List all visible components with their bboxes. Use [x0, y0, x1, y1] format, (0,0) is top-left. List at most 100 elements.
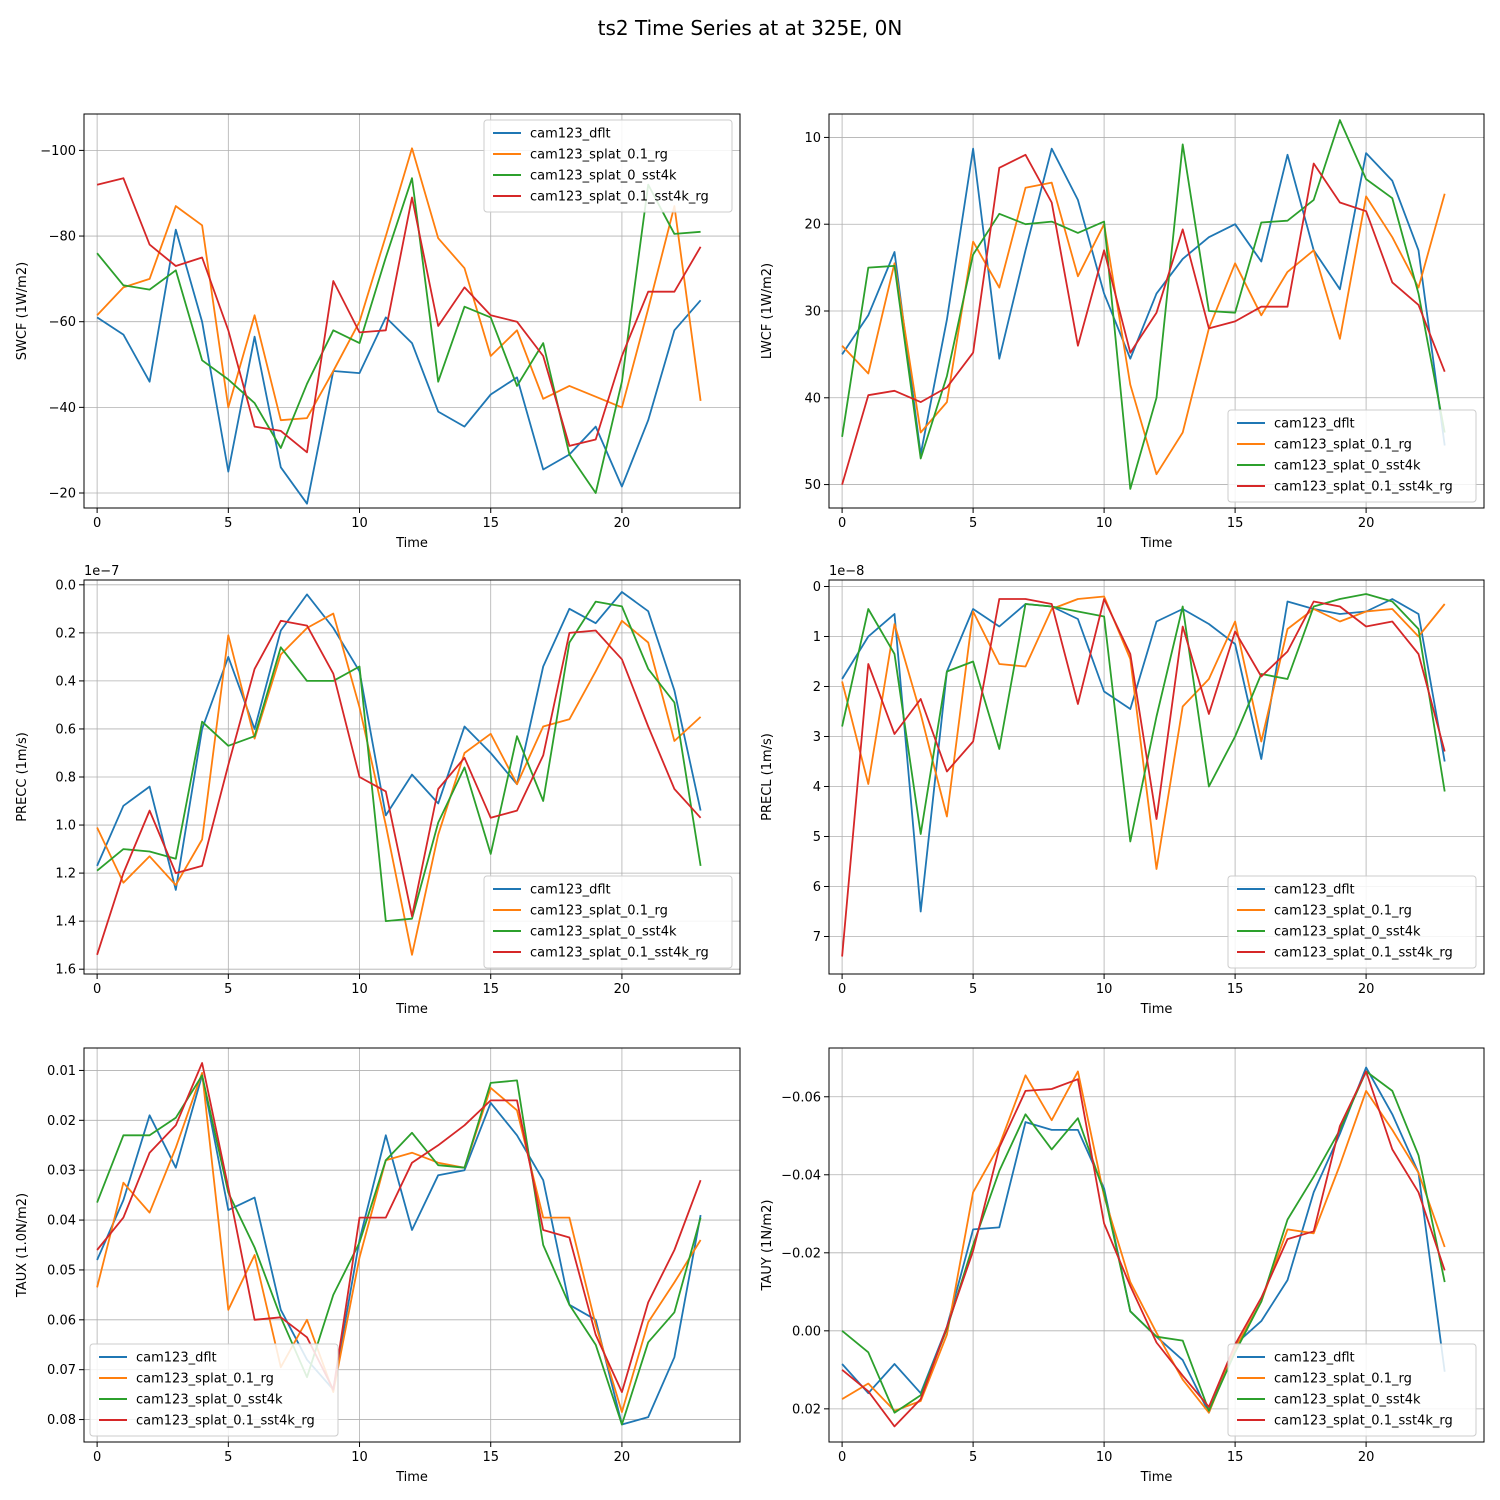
- legend-entry: cam123_splat_0_sst4k: [1274, 459, 1421, 474]
- x-tick-label: 5: [224, 516, 232, 531]
- subplot-1: 0 5 10 15 20 −100 −80 −60 −40 −20 Time SWCF (1W/m2)…: [15, 113, 741, 551]
- axis-multiplier: 1e−8: [829, 564, 864, 579]
- x-tick-label: 5: [224, 982, 232, 997]
- y-tick-label: 0.02: [47, 1114, 76, 1129]
- x-tick-label: 10: [351, 1450, 368, 1465]
- y-tick-label: −100: [40, 144, 76, 159]
- series-line-4: [96, 177, 702, 454]
- x-tick-label: 20: [614, 982, 631, 997]
- x-tick-label: 20: [614, 516, 631, 531]
- x-tick-label: 0: [93, 982, 101, 997]
- x-tick-label: 0: [838, 516, 846, 531]
- y-tick-label: 0.6: [55, 722, 76, 737]
- y-tick-label: 30: [804, 305, 821, 320]
- y-tick-label: 5: [813, 830, 821, 845]
- y-tick-label: −20: [49, 487, 76, 502]
- legend: cam123_dflt cam123_splat_0.1_rg cam123_spl…: [483, 875, 733, 969]
- legend: cam123_dflt cam123_splat_0.1_rg cam123_spl…: [1227, 875, 1477, 969]
- series-line-4: [841, 153, 1446, 485]
- series-line-1: [96, 228, 702, 505]
- x-axis-label: Time: [395, 536, 428, 551]
- y-tick-label: 1.4: [55, 915, 76, 930]
- y-tick-label: 0.05: [47, 1263, 76, 1278]
- series-line-3: [841, 593, 1446, 843]
- legend-entry: cam123_splat_0.1_rg: [1274, 438, 1412, 453]
- x-tick-label: 15: [482, 1450, 499, 1465]
- y-tick-label: 3: [813, 730, 821, 745]
- legend-entry: cam123_splat_0.1_sst4k_rg: [1274, 480, 1453, 495]
- legend-entry: cam123_splat_0.1_sst4k_rg: [1274, 946, 1453, 961]
- legend-box: [1227, 1343, 1477, 1437]
- y-tick-label: 10: [804, 131, 821, 146]
- y-tick-label: 50: [804, 478, 821, 493]
- legend-entry: cam123_dflt: [1274, 417, 1355, 432]
- legend: cam123_dflt cam123_splat_0.1_rg cam123_spl…: [483, 119, 733, 213]
- y-tick-label: 0.0: [55, 578, 76, 593]
- legend-entry: cam123_splat_0.1_rg: [530, 904, 668, 919]
- y-tick-label: 0.08: [47, 1413, 76, 1428]
- subplot-2: 0 5 10 15 20 10 20 30 40 50 Time LWCF (1W/m2) cam123…: [760, 113, 1485, 551]
- legend-entry: cam123_splat_0.1_sst4k_rg: [530, 190, 709, 205]
- legend-box: [1227, 875, 1477, 969]
- x-tick-label: 10: [351, 516, 368, 531]
- series-line-3: [96, 1074, 702, 1426]
- series-line-3: [96, 177, 701, 494]
- legend: cam123_dflt cam123_splat_0.1_rg cam123_spl…: [1227, 1343, 1477, 1437]
- y-tick-label: 7: [813, 930, 821, 945]
- y-tick-label: 2: [813, 680, 821, 695]
- y-tick-label: 1.2: [55, 867, 76, 882]
- figure-title: ts2 Time Series at at 325E, 0N: [597, 16, 903, 40]
- y-tick-label: 1.6: [55, 963, 76, 978]
- x-tick-label: 5: [969, 982, 977, 997]
- y-tick-label: 40: [804, 391, 821, 406]
- series-line-2: [96, 1072, 702, 1413]
- y-tick-label: 4: [813, 780, 821, 795]
- x-tick-label: 20: [1358, 516, 1375, 531]
- y-tick-label: 0.06: [47, 1313, 76, 1328]
- series-line-2: [841, 1070, 1446, 1414]
- series-line-1: [841, 598, 1446, 913]
- series-line-4: [96, 619, 702, 956]
- x-tick-label: 5: [969, 516, 977, 531]
- subplot-5: 0 5 10 15 20 0.01 0.02 0.03 0.04 0.05 0.06 0.07 0.08…: [15, 1047, 741, 1485]
- x-axis-label: Time: [395, 1002, 428, 1017]
- series-line-4: [841, 1070, 1446, 1428]
- x-tick-label: 0: [838, 1450, 846, 1465]
- x-tick-label: 10: [1096, 982, 1113, 997]
- legend-entry: cam123_dflt: [1274, 883, 1355, 898]
- y-axis-label: TAUX (1.0N/m2): [15, 1193, 30, 1298]
- x-tick-label: 20: [614, 1450, 631, 1465]
- x-tick-label: 10: [1096, 516, 1113, 531]
- y-axis-label: LWCF (1W/m2): [760, 263, 775, 359]
- x-tick-label: 0: [93, 516, 101, 531]
- legend-entry: cam123_splat_0_sst4k: [1274, 1393, 1421, 1408]
- legend-entry: cam123_splat_0_sst4k: [136, 1393, 283, 1408]
- y-axis-label: PRECC (1m/s): [15, 732, 30, 822]
- x-tick-label: 0: [838, 982, 846, 997]
- legend-entry: cam123_dflt: [530, 127, 611, 142]
- x-tick-label: 20: [1358, 982, 1375, 997]
- series-line-2: [96, 612, 702, 956]
- x-tick-label: 10: [1096, 1450, 1113, 1465]
- legend-entry: cam123_dflt: [530, 883, 611, 898]
- y-tick-label: −80: [49, 230, 76, 245]
- series-line-2: [841, 595, 1446, 870]
- legend-entry: cam123_dflt: [136, 1351, 217, 1366]
- y-tick-label: 0.2: [55, 626, 76, 641]
- legend-entry: cam123_splat_0.1_sst4k_rg: [136, 1414, 315, 1429]
- x-tick-label: 15: [482, 516, 499, 531]
- x-tick-label: 10: [351, 982, 368, 997]
- x-tick-label: 15: [1227, 1450, 1244, 1465]
- x-tick-label: 5: [969, 1450, 977, 1465]
- series-line-3: [96, 600, 702, 922]
- y-axis-label: TAUY (1N/m2): [760, 1200, 775, 1292]
- y-tick-label: 0.02: [792, 1402, 821, 1417]
- y-tick-label: 6: [813, 880, 821, 895]
- y-tick-label: −0.06: [781, 1090, 821, 1105]
- series-line-2: [96, 147, 702, 422]
- y-tick-label: 0.00: [792, 1324, 821, 1339]
- y-tick-label: 1: [813, 630, 821, 645]
- series-line-4: [841, 598, 1446, 957]
- y-tick-label: 0.01: [47, 1064, 76, 1079]
